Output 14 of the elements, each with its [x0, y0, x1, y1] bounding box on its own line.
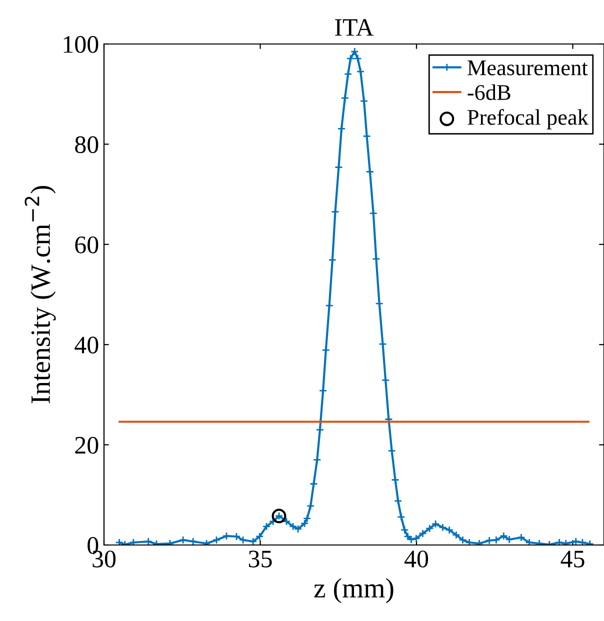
- x-tick-label: 40: [404, 550, 428, 568]
- y-tick-label: 80: [75, 136, 98, 154]
- y-axis-title: Intensity (W.cm$^{−2}$): [24, 186, 56, 404]
- y-tick-label: 60: [75, 236, 98, 254]
- y-tick-label: 100: [64, 36, 98, 53]
- legend-label: Prefocal peak: [468, 109, 588, 130]
- y-tick-label: 20: [75, 436, 98, 454]
- y-tick-label: 40: [74, 336, 98, 354]
- chart-title: ITA: [335, 19, 374, 36]
- legend-label: Measurement: [468, 60, 588, 76]
- x-tick-label: 45: [560, 550, 584, 568]
- legend-label: -6dB: [468, 84, 510, 100]
- x-tick-label: 35: [248, 550, 272, 568]
- x-axis-title: z (mm): [314, 578, 394, 604]
